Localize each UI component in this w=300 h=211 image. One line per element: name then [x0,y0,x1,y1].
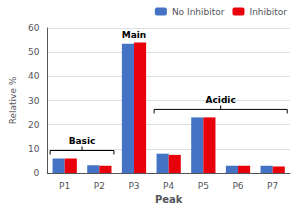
svg-text:Main: Main [122,30,147,40]
svg-text:Relative %: Relative % [8,76,18,124]
svg-text:No Inhibitor: No Inhibitor [172,7,225,17]
svg-text:P1: P1 [59,181,70,191]
svg-text:30: 30 [28,96,40,106]
svg-text:P3: P3 [128,181,139,191]
svg-text:P7: P7 [267,181,278,191]
svg-text:P5: P5 [198,181,209,191]
svg-text:Basic: Basic [69,136,96,146]
svg-text:Inhibitor: Inhibitor [249,7,287,17]
svg-text:P4: P4 [163,181,174,191]
svg-text:P6: P6 [232,181,243,191]
svg-text:0: 0 [34,168,40,178]
svg-text:20: 20 [28,120,40,130]
svg-text:Peak: Peak [155,194,183,205]
svg-text:50: 50 [28,47,40,57]
svg-text:40: 40 [28,71,40,81]
svg-text:Acidic: Acidic [206,95,236,105]
svg-text:10: 10 [28,144,40,154]
svg-text:P2: P2 [94,181,105,191]
svg-text:60: 60 [28,23,40,33]
